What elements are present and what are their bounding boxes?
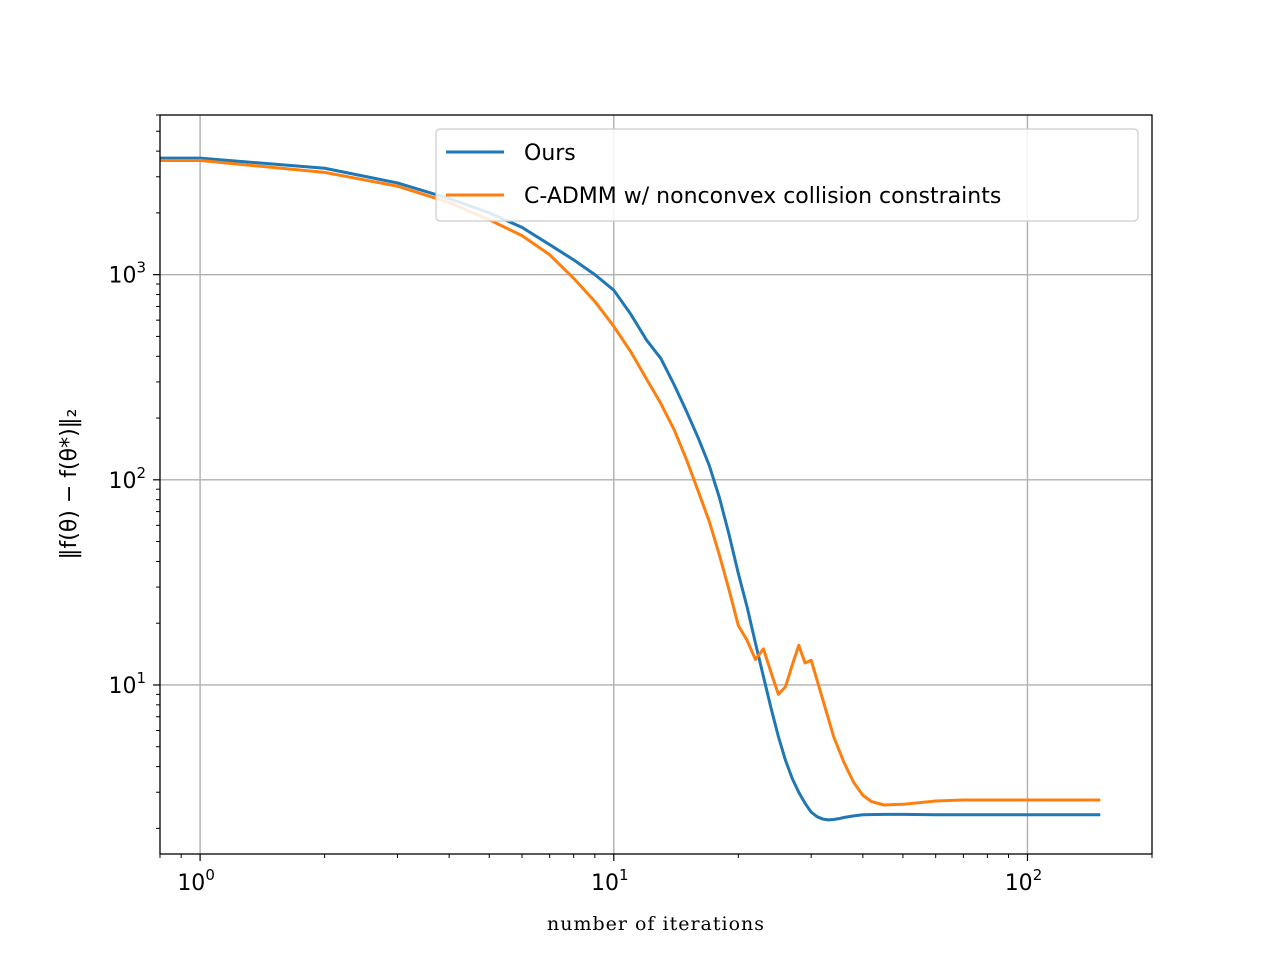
legend-label-cadmm: C-ADMM w/ nonconvex collision constraint… xyxy=(524,184,1001,209)
series-layer xyxy=(160,156,1101,822)
x-axis-label: number of iterations xyxy=(547,913,765,935)
x-tick-label: 101 xyxy=(591,866,629,896)
tick-labels: 100 101 102 101 102 103 xyxy=(108,259,1042,896)
grid xyxy=(160,115,1152,854)
ticks xyxy=(153,114,1153,861)
y-tick-label: 103 xyxy=(108,259,146,289)
legend-box xyxy=(435,128,1139,222)
series-line-ours xyxy=(160,156,1101,822)
legend: Ours C-ADMM w/ nonconvex collision const… xyxy=(435,128,1139,222)
plot-frame xyxy=(159,114,1153,855)
x-tick-label: 100 xyxy=(177,866,215,896)
y-tick-label: 101 xyxy=(108,669,146,699)
series-line-cadmm xyxy=(160,159,1101,807)
x-tick-label: 102 xyxy=(1005,866,1043,896)
y-tick-label: 102 xyxy=(108,464,146,494)
plot-area xyxy=(160,115,1152,854)
y-axis-label: ‖f(θ) − f(θ*)‖₂ xyxy=(57,409,82,560)
legend-label-ours: Ours xyxy=(524,141,576,166)
